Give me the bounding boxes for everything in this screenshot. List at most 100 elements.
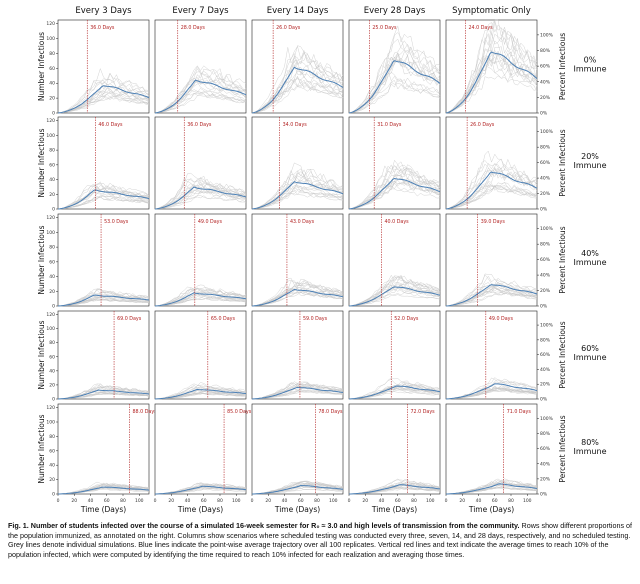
simulation-line [57, 193, 150, 210]
x-tick-label: 80 [411, 498, 417, 504]
mean-line [154, 292, 247, 307]
threshold-label: 71.0 Days [507, 409, 532, 415]
mean-line [445, 171, 538, 210]
row-label-text: Immune [573, 65, 606, 74]
simulation-line [348, 479, 441, 495]
figure: Every 3 Days Every 7 Days Every 14 Days Eve… [37, 6, 607, 514]
simulation-line [348, 159, 441, 210]
threshold-label: 40.0 Days [385, 219, 410, 225]
simulation-line [154, 176, 247, 210]
simulation-line [348, 287, 441, 307]
simulation-line [57, 80, 150, 114]
simulation-line [154, 297, 247, 307]
simulation-line [154, 482, 247, 495]
simulation-line [445, 274, 538, 307]
simulation-line [445, 19, 538, 114]
y-tick-label: 120 [46, 312, 55, 318]
column-title: Symptomatic Only [452, 6, 531, 16]
threshold-label: 53.0 Days [104, 219, 129, 225]
simulation-line [251, 47, 344, 114]
simulation-line [57, 78, 150, 114]
y-tick-label: 100 [46, 230, 55, 236]
simulation-line [445, 50, 538, 114]
simulation-line [348, 78, 441, 114]
y-tick-label: 40 [49, 368, 55, 374]
threshold-label: 28.0 Days [181, 25, 206, 31]
x-tick-label: 80 [217, 498, 223, 504]
simulation-line [251, 169, 344, 210]
caption-body: Rows show different proportions of the p… [8, 521, 633, 559]
panel-frame [445, 403, 538, 495]
mean-line [252, 484, 344, 495]
xlabel: Time (Days) [177, 505, 223, 514]
x-tick-label: 0 [348, 498, 351, 504]
x-tick-label: 60 [201, 498, 207, 504]
right-tick-label: 80% [540, 145, 551, 151]
y-tick-label: 100 [46, 326, 55, 332]
simulation-line [445, 150, 538, 210]
mean-line [154, 186, 247, 210]
ylabel-right: Percent Infectious [558, 321, 567, 388]
xlabel: Time (Days) [274, 505, 320, 514]
y-tick-label: 60 [49, 162, 55, 168]
simulation-line [445, 181, 538, 210]
simulation-line [154, 93, 247, 114]
simulation-line [445, 292, 538, 307]
simulation-line [445, 275, 538, 307]
simulation-line [445, 19, 538, 114]
simulation-line [154, 181, 247, 210]
x-tick-label: 100 [523, 498, 532, 504]
simulation-line [445, 167, 538, 210]
threshold-label: 24.0 Days [469, 25, 494, 31]
panel-frame [57, 19, 150, 114]
right-tick-label: 0% [540, 397, 548, 403]
ylabel-left: Number Infectious [37, 414, 46, 483]
y-tick-label: 80 [49, 148, 55, 154]
right-tick-label: 40% [540, 79, 551, 85]
mean-line [348, 286, 441, 307]
y-tick-label: 80 [49, 245, 55, 251]
simulation-line [445, 181, 538, 210]
simulation-line [445, 388, 538, 400]
mean-line [445, 51, 538, 114]
simulation-line [348, 180, 441, 210]
x-tick-label: 0 [251, 498, 254, 504]
y-tick-label: 120 [46, 21, 55, 27]
simulation-line [57, 392, 150, 400]
x-tick-label: 40 [88, 498, 94, 504]
x-tick-label: 60 [298, 498, 304, 504]
threshold-label: 65.0 Days [211, 316, 236, 322]
ylabel-left: Number Infectious [37, 320, 46, 389]
panel-frame [154, 310, 247, 400]
right-tick-label: 0% [540, 304, 548, 310]
simulation-line [251, 175, 344, 210]
y-tick-label: 100 [46, 420, 55, 426]
threshold-label: 36.0 Days [90, 25, 115, 31]
y-tick-label: 0 [52, 492, 55, 498]
right-tick-label: 80% [540, 337, 551, 343]
mean-line [57, 85, 150, 114]
simulation-line [251, 190, 344, 210]
y-tick-label: 40 [49, 463, 55, 469]
column-title: Every 28 Days [364, 6, 426, 16]
mean-line [251, 386, 344, 400]
right-tick-label: 80% [540, 431, 551, 437]
right-tick-label: 60% [540, 160, 551, 166]
simulation-line [154, 71, 247, 114]
simulation-line [57, 96, 150, 114]
right-tick-label: 100% [540, 129, 554, 135]
x-tick-label: 60 [104, 498, 110, 504]
simulation-line [445, 167, 538, 210]
x-tick-label: 0 [57, 498, 60, 504]
caption-lead: Fig. 1. Number of students infected over… [8, 521, 520, 530]
right-tick-label: 40% [540, 273, 551, 279]
ylabel-right: Percent Infectious [558, 33, 567, 100]
simulation-line [57, 298, 150, 307]
y-tick-label: 0 [52, 397, 55, 403]
y-tick-label: 120 [46, 118, 55, 124]
panel-frame [348, 403, 441, 495]
row-label-text: Immune [573, 161, 606, 170]
simulation-line [57, 193, 149, 210]
y-tick-label: 60 [49, 448, 55, 454]
y-tick-label: 60 [49, 354, 55, 360]
